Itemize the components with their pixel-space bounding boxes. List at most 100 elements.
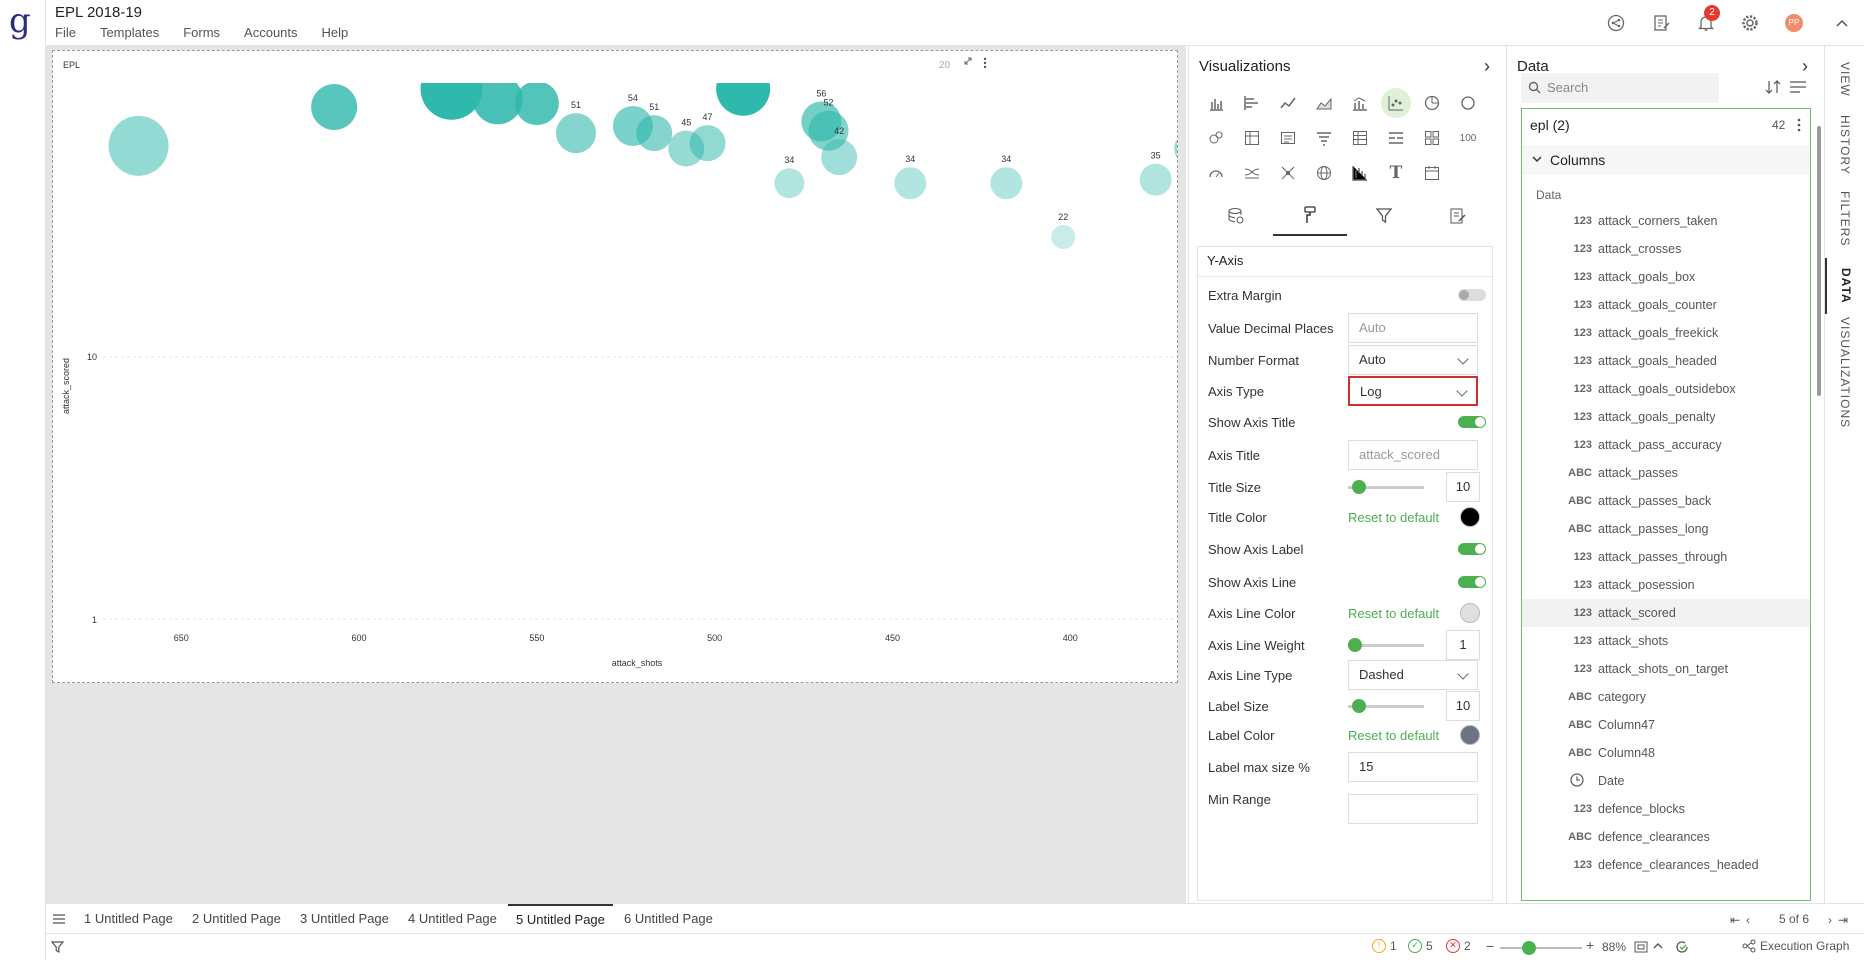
label-size-slider[interactable] <box>1348 699 1424 713</box>
min-range-input[interactable] <box>1348 794 1478 824</box>
column-item[interactable]: ABC defence_clearances <box>1522 823 1810 851</box>
show-axis-title-toggle[interactable] <box>1458 416 1486 428</box>
number-format-select[interactable]: Auto <box>1348 345 1478 375</box>
column-item[interactable]: 123 attack_goals_counter <box>1522 291 1810 319</box>
funnel-table-icon[interactable] <box>1309 123 1339 153</box>
axis-title-input[interactable]: attack_scored <box>1348 440 1478 470</box>
reset-label-color-link[interactable]: Reset to default <box>1348 727 1440 743</box>
chart-menu-icon[interactable] <box>983 57 987 69</box>
chevron-right-icon[interactable]: › <box>1484 56 1490 76</box>
bubble-point[interactable] <box>689 125 726 162</box>
side-tab-data[interactable]: DATA <box>1825 258 1864 314</box>
pivot-icon[interactable] <box>1237 123 1267 153</box>
list-options-icon[interactable] <box>1789 79 1807 98</box>
execution-graph-button[interactable]: Execution Graph <box>1742 939 1849 953</box>
bubble-point[interactable] <box>1051 224 1076 249</box>
column-item[interactable]: ABC attack_passes_back <box>1522 487 1810 515</box>
filter-icon[interactable] <box>50 941 65 957</box>
bubble-point[interactable] <box>1139 163 1172 196</box>
dataset-name[interactable]: epl (2) <box>1530 117 1570 133</box>
title-size-slider[interactable] <box>1348 480 1424 494</box>
menu-templates[interactable]: Templates <box>99 25 160 40</box>
label-color-swatch[interactable] <box>1460 725 1480 745</box>
menu-forms[interactable]: Forms <box>183 25 221 40</box>
axis-line-weight-value[interactable]: 1 <box>1446 630 1480 660</box>
bubble-point[interactable] <box>1174 132 1177 166</box>
bubble-point[interactable] <box>894 167 927 200</box>
gauge-icon[interactable] <box>1201 158 1231 188</box>
text-widget-icon[interactable]: T <box>1389 163 1403 183</box>
bubble-point[interactable] <box>808 110 849 151</box>
donut-chart-icon[interactable] <box>1453 88 1483 118</box>
globe-map-icon[interactable] <box>1309 158 1339 188</box>
warnings-count[interactable]: ! 1 <box>1372 939 1397 953</box>
pager-nav-next-last[interactable]: ›⇥ <box>1828 913 1855 927</box>
menu-accounts[interactable]: Accounts <box>244 25 298 40</box>
column-item[interactable]: 123 attack_goals_box <box>1522 263 1810 291</box>
column-item[interactable]: ABC attack_passes_long <box>1522 515 1810 543</box>
chart-widget[interactable]: EPL 20 63 67 65 51 54 51 45 47 73 34 56 52 42 34 34 22 3… <box>52 50 1178 683</box>
side-tab-filters[interactable]: FILTERS <box>1838 190 1852 247</box>
tab-format[interactable] <box>1273 196 1347 236</box>
bar-chart-icon[interactable] <box>1237 88 1267 118</box>
side-tab-view[interactable]: VIEW <box>1838 61 1852 97</box>
sankey-icon[interactable] <box>1237 158 1267 188</box>
column-item[interactable]: ABC attack_passes <box>1522 459 1810 487</box>
bubble-point[interactable] <box>108 115 169 176</box>
search-input[interactable]: Search <box>1521 73 1719 103</box>
user-avatar-button[interactable]: PP <box>1782 11 1806 35</box>
title-color-swatch[interactable] <box>1460 507 1480 527</box>
table-icon[interactable] <box>1345 123 1375 153</box>
column-item[interactable]: 123 attack_pass_accuracy <box>1522 431 1810 459</box>
zoom-slider-thumb[interactable] <box>1522 941 1536 955</box>
errors-count[interactable]: ✕ 2 <box>1446 939 1471 953</box>
network-icon[interactable] <box>1273 158 1303 188</box>
bubble-point[interactable] <box>990 167 1023 200</box>
bubble-point[interactable] <box>716 62 771 116</box>
reset-axis-line-color-link[interactable]: Reset to default <box>1348 605 1440 621</box>
bubble-point[interactable] <box>514 81 559 126</box>
side-tab-history[interactable]: HISTORY <box>1838 115 1852 175</box>
zoom-in-button[interactable]: + <box>1586 937 1595 953</box>
fit-screen-icon[interactable] <box>1634 940 1648 957</box>
collapse-up-icon[interactable] <box>1830 11 1854 35</box>
column-chart-icon[interactable] <box>1201 88 1231 118</box>
axis-line-color-swatch[interactable] <box>1460 603 1480 623</box>
column-item[interactable]: 123 attack_goals_penalty <box>1522 403 1810 431</box>
columns-header[interactable]: Columns <box>1522 145 1810 175</box>
edit-report-icon[interactable] <box>1650 11 1674 35</box>
dataset-menu-icon[interactable] <box>1796 117 1802 136</box>
combo-chart-icon[interactable] <box>1345 88 1375 118</box>
tile-icon[interactable] <box>1417 123 1447 153</box>
menu-help[interactable]: Help <box>321 25 349 40</box>
reset-title-color-link[interactable]: Reset to default <box>1348 509 1440 525</box>
column-item[interactable]: 123 attack_passes_through <box>1522 543 1810 571</box>
column-item[interactable]: 123 defence_clearances_headed <box>1522 851 1810 879</box>
menu-file[interactable]: File <box>55 25 76 40</box>
bubble-point[interactable] <box>774 168 805 199</box>
kpi-number-icon[interactable]: 100 <box>1459 132 1477 144</box>
bubble-point[interactable] <box>555 113 596 154</box>
label-max-size-input[interactable]: 15 <box>1348 752 1478 782</box>
bell-icon[interactable]: 2 <box>1694 5 1720 35</box>
column-item[interactable]: ABC category <box>1522 683 1810 711</box>
tab-conditional[interactable] <box>1421 196 1495 236</box>
app-logo[interactable]: g <box>9 1 31 41</box>
bubble-point[interactable] <box>636 115 673 152</box>
scrollbar-thumb[interactable] <box>1817 126 1821 396</box>
column-item[interactable]: 123 attack_goals_headed <box>1522 347 1810 375</box>
scatter-chart-icon[interactable] <box>1381 88 1411 118</box>
title-size-value[interactable]: 10 <box>1446 472 1480 502</box>
sort-icon[interactable] <box>1765 79 1781 98</box>
refresh-check-icon[interactable] <box>1674 939 1690 958</box>
page-tab-6[interactable]: 6 Untitled Page <box>624 911 713 926</box>
bubble-point[interactable] <box>311 83 358 130</box>
page-tab-3[interactable]: 3 Untitled Page <box>300 911 389 926</box>
bubble-point[interactable] <box>420 58 483 120</box>
axis-type-select[interactable]: Log <box>1348 376 1478 406</box>
tab-data-source[interactable] <box>1199 196 1273 236</box>
column-item[interactable]: ABC Column48 <box>1522 739 1810 767</box>
chevron-right-icon[interactable]: › <box>1802 56 1808 76</box>
column-item[interactable]: 123 attack_corners_taken <box>1522 207 1810 235</box>
calendar-icon[interactable] <box>1417 158 1447 188</box>
